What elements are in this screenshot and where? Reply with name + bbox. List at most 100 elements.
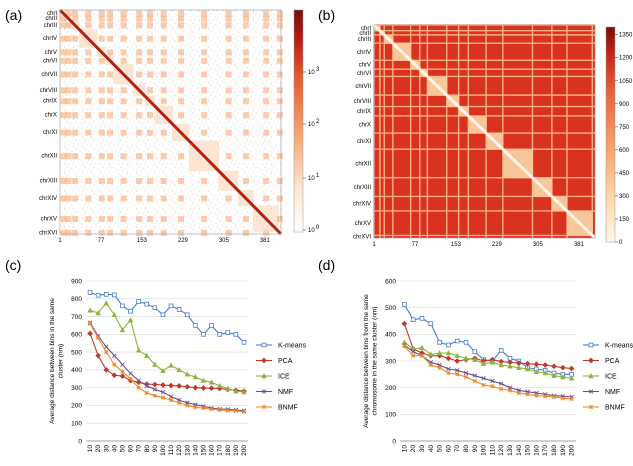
- legend-label: BNMF: [605, 405, 625, 412]
- data-point: [120, 303, 125, 309]
- chr-label: chrXIII: [40, 178, 58, 184]
- data-point: [472, 349, 478, 354]
- heatmap-a-inter-cluster: [136, 153, 143, 160]
- heatmap-a-inter-cluster: [147, 35, 154, 42]
- x-tick-label: 120: [176, 445, 183, 456]
- heatmap-a-inter-cluster: [147, 15, 154, 22]
- heatmap-a-inter-cluster: [276, 87, 283, 94]
- data-point: [401, 339, 408, 345]
- data-point: [507, 363, 513, 369]
- heatmap-a-inter-cluster: [225, 22, 232, 29]
- heatmap-a-inter-cluster: [160, 87, 167, 94]
- data-point: [152, 305, 158, 310]
- heatmap-a-inter-cluster: [178, 195, 185, 202]
- colorbar-b-tick-label: 300: [619, 194, 630, 200]
- heatmap-a-inter-cluster: [65, 195, 72, 202]
- heatmap-a-inter-cluster: [120, 129, 127, 136]
- heatmap-a-inter-cluster: [65, 57, 72, 64]
- heatmap-a-inter-cluster: [201, 178, 208, 185]
- heatmap-a-inter-cluster: [201, 10, 208, 17]
- data-point: [445, 355, 452, 362]
- x-tick-label: 90: [152, 445, 159, 453]
- heatmap-a-inter-cluster: [276, 22, 283, 29]
- heatmap-a-inter-cluster: [65, 49, 72, 56]
- data-point: [201, 405, 206, 411]
- y-tick-label: 600: [71, 332, 82, 339]
- heatmap-a-inter-cluster: [225, 215, 232, 222]
- heatmap-a-inter-cluster: [160, 22, 167, 29]
- heatmap-a-inter-cluster: [263, 98, 270, 105]
- data-point: [87, 321, 93, 326]
- chr-label: chrXVI: [353, 234, 371, 240]
- y-tick-label: 900: [71, 278, 82, 285]
- legend-marker: [261, 404, 267, 410]
- data-point: [160, 382, 166, 388]
- x-tick-label: 200: [569, 445, 576, 456]
- heatmap-a-inter-cluster: [242, 229, 249, 236]
- heatmap-a-inter-cluster: [136, 71, 143, 78]
- data-point: [200, 385, 207, 391]
- x-tick-label: 153: [137, 238, 148, 244]
- chr-label: chrXIV: [39, 196, 57, 202]
- heatmap-a-inter-cluster: [178, 153, 185, 160]
- heatmap-a-inter-cluster: [160, 215, 167, 222]
- data-point: [534, 393, 539, 398]
- data-point: [524, 366, 531, 372]
- heatmap-a-inter-cluster: [242, 178, 249, 185]
- x-tick-label: 50: [437, 445, 444, 453]
- chr-label: chrVIII: [354, 99, 372, 105]
- chr-label: chrXIII: [354, 185, 372, 191]
- chr-label: chrIX: [43, 99, 57, 105]
- heatmap-a-inter-cluster: [147, 57, 154, 64]
- heatmap-a-inter-cluster: [201, 215, 208, 222]
- heatmap-a-inter-cluster: [225, 49, 232, 56]
- heatmap-a-inter-cluster: [276, 49, 283, 56]
- heatmap-a-inter-cluster: [107, 195, 114, 202]
- chr-label: chrVIII: [40, 88, 58, 94]
- heatmap-a-inter-cluster: [178, 178, 185, 185]
- series-line-ice: [89, 302, 245, 393]
- data-point: [543, 394, 548, 399]
- x-tick-label: 381: [574, 242, 585, 248]
- data-point: [111, 372, 118, 379]
- heatmap-a-inter-cluster: [178, 215, 185, 222]
- legend-marker: [261, 373, 267, 379]
- colorbar-a-tick-exponent: 0: [316, 225, 320, 231]
- heatmap-a-inter-cluster: [147, 195, 154, 202]
- heatmap-a-inter-cluster: [225, 229, 232, 236]
- heatmap-a-inter-cluster: [120, 215, 127, 222]
- heatmap-a-inter-cluster: [263, 112, 270, 119]
- heatmap-a-inter-cluster: [276, 15, 283, 22]
- data-point: [104, 349, 109, 355]
- heatmap-a-inter-cluster: [147, 71, 154, 78]
- data-point: [144, 352, 150, 358]
- heatmap-a-inter-cluster: [72, 129, 79, 136]
- heatmap-a-inter-cluster: [98, 229, 105, 236]
- heatmap-a-inter-cluster: [263, 49, 270, 56]
- heatmap-a-inter-cluster: [242, 153, 249, 160]
- heatmap-a-inter-cluster: [85, 57, 92, 64]
- heatmap-a-inter-cluster: [65, 98, 72, 105]
- data-point: [498, 381, 504, 386]
- colorbar-a-tick-exponent: 1: [316, 173, 320, 179]
- heatmap-a-inter-cluster: [276, 10, 283, 17]
- y-tick-label: 500: [71, 349, 82, 356]
- data-point: [193, 405, 198, 410]
- heatmap-a-inter-cluster: [147, 87, 154, 94]
- heatmap-a-inter-cluster: [65, 112, 72, 119]
- heatmap-a-inter-cluster: [225, 57, 232, 64]
- x-tick-label: 140: [192, 445, 199, 456]
- data-point: [233, 408, 239, 413]
- data-point: [160, 395, 166, 400]
- heatmap-a-inter-cluster: [85, 22, 92, 29]
- heatmap-a-inter-cluster: [263, 71, 270, 78]
- colorbar-a-gradient: [293, 9, 304, 233]
- heatmap-a-inter-cluster: [276, 71, 283, 78]
- heatmap-a-inter-cluster: [98, 35, 105, 42]
- heatmap-a-inter-cluster: [225, 35, 232, 42]
- x-tick-label: 305: [533, 242, 544, 248]
- heatmap-a-inter-cluster: [201, 35, 208, 42]
- data-point: [437, 365, 442, 370]
- data-point: [152, 387, 158, 392]
- heatmap-a-inter-cluster: [60, 129, 67, 136]
